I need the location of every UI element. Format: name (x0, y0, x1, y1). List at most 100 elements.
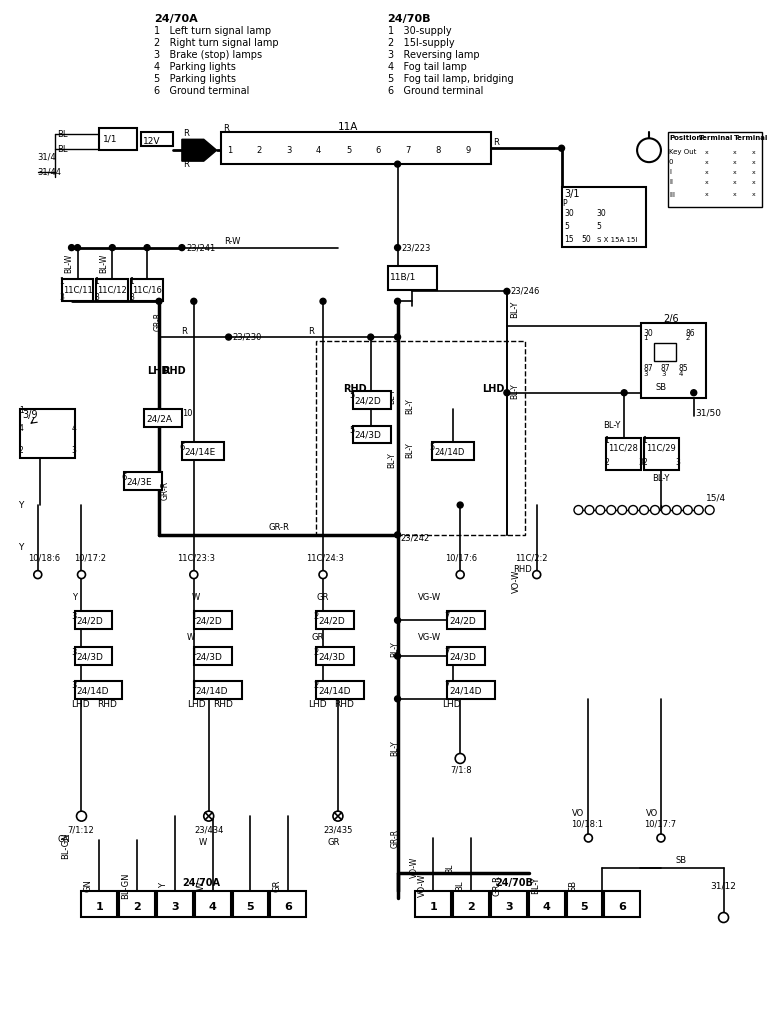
Text: BL-Y: BL-Y (391, 740, 399, 757)
Text: x: x (705, 170, 708, 174)
Text: LHD: LHD (442, 700, 461, 710)
Text: 2: 2 (313, 647, 318, 656)
Circle shape (690, 390, 697, 395)
Polygon shape (182, 139, 217, 161)
Text: 24/2D: 24/2D (196, 616, 223, 626)
Text: x: x (705, 179, 708, 184)
Text: 0: 0 (669, 159, 673, 165)
Bar (529, 891, 564, 916)
Circle shape (191, 298, 197, 304)
Text: LHD: LHD (147, 366, 170, 376)
Bar (447, 681, 495, 698)
Text: 24/3D: 24/3D (196, 652, 223, 662)
Text: R: R (493, 138, 499, 146)
Circle shape (694, 506, 704, 514)
Text: x: x (752, 160, 755, 165)
Text: RHD: RHD (162, 366, 186, 376)
Text: 87: 87 (661, 365, 670, 374)
Text: 11C/29: 11C/29 (646, 443, 676, 453)
Text: 2: 2 (642, 458, 647, 467)
Text: 1/1: 1/1 (104, 135, 118, 143)
Text: 5: 5 (596, 222, 601, 231)
Text: BL-Y: BL-Y (391, 641, 399, 657)
Circle shape (673, 506, 681, 514)
Bar (195, 891, 231, 916)
Text: RHD: RHD (213, 700, 232, 710)
Text: VO: VO (571, 809, 584, 817)
Text: x: x (705, 160, 708, 165)
Text: BL: BL (57, 144, 67, 154)
Text: 1: 1 (604, 436, 609, 445)
Text: Y: Y (18, 544, 23, 552)
Text: 86: 86 (686, 329, 695, 338)
Text: W: W (192, 593, 200, 602)
Text: 4: 4 (316, 145, 321, 155)
Bar (604, 891, 640, 916)
Text: 4: 4 (543, 901, 550, 911)
Text: 5: 5 (564, 222, 570, 231)
Circle shape (622, 390, 627, 395)
Text: 3/9: 3/9 (22, 410, 37, 420)
Text: 10/18:6: 10/18:6 (28, 553, 60, 562)
Text: GR: GR (316, 593, 328, 602)
Bar (232, 891, 269, 916)
Text: 11A: 11A (337, 122, 358, 132)
Circle shape (455, 754, 465, 764)
Text: 3: 3 (71, 612, 77, 621)
Text: 7: 7 (406, 145, 411, 155)
Circle shape (657, 834, 665, 842)
Text: 7: 7 (444, 647, 450, 656)
Bar (491, 891, 527, 916)
Text: 5   Parking lights: 5 Parking lights (154, 74, 236, 84)
Circle shape (639, 506, 649, 514)
Text: BL-W: BL-W (99, 254, 108, 273)
Text: RHD: RHD (98, 700, 118, 710)
Text: 24/70A: 24/70A (154, 14, 198, 24)
Bar (132, 280, 163, 301)
Text: 3: 3 (94, 293, 99, 302)
Text: 5: 5 (350, 391, 355, 400)
Bar (99, 128, 137, 151)
Text: S X 15A 15I: S X 15A 15I (598, 237, 638, 243)
Text: 24/3D: 24/3D (77, 652, 104, 662)
Text: 2: 2 (133, 901, 141, 911)
Text: BL-Y: BL-Y (406, 397, 415, 414)
Text: BL-Y: BL-Y (510, 383, 519, 398)
Text: Position: Position (669, 135, 701, 141)
Text: 11C/24:3: 11C/24:3 (307, 553, 344, 562)
Circle shape (650, 506, 659, 514)
Text: 4: 4 (71, 424, 77, 433)
Text: 2/6: 2/6 (663, 314, 679, 325)
Text: 1: 1 (95, 901, 103, 911)
Circle shape (395, 298, 400, 304)
Text: III: III (669, 191, 675, 198)
Text: 3: 3 (60, 293, 64, 302)
Text: 11C/2:2: 11C/2:2 (515, 553, 547, 562)
Text: 6: 6 (179, 443, 184, 452)
Text: 1: 1 (191, 612, 196, 621)
Bar (221, 132, 491, 164)
Text: 24/14D: 24/14D (196, 686, 228, 695)
Bar (182, 442, 224, 461)
Bar (454, 891, 489, 916)
Text: GN: GN (57, 836, 70, 845)
Text: 1: 1 (191, 647, 196, 656)
Text: 87: 87 (643, 365, 652, 374)
Text: x: x (752, 179, 755, 184)
Circle shape (456, 570, 464, 579)
Text: 11C/28: 11C/28 (608, 443, 638, 453)
Text: 1: 1 (129, 276, 134, 286)
Text: W: W (197, 882, 206, 890)
Text: 4: 4 (209, 901, 217, 911)
Bar (654, 343, 676, 360)
Text: BL-Y: BL-Y (406, 442, 415, 459)
Text: I: I (669, 169, 671, 175)
Bar (447, 647, 485, 665)
Bar (668, 132, 762, 207)
Text: GR: GR (328, 839, 341, 848)
Circle shape (637, 138, 661, 162)
Text: 23/434: 23/434 (195, 825, 224, 835)
Bar (194, 647, 231, 665)
Bar (644, 438, 679, 470)
Text: SB: SB (569, 881, 577, 891)
